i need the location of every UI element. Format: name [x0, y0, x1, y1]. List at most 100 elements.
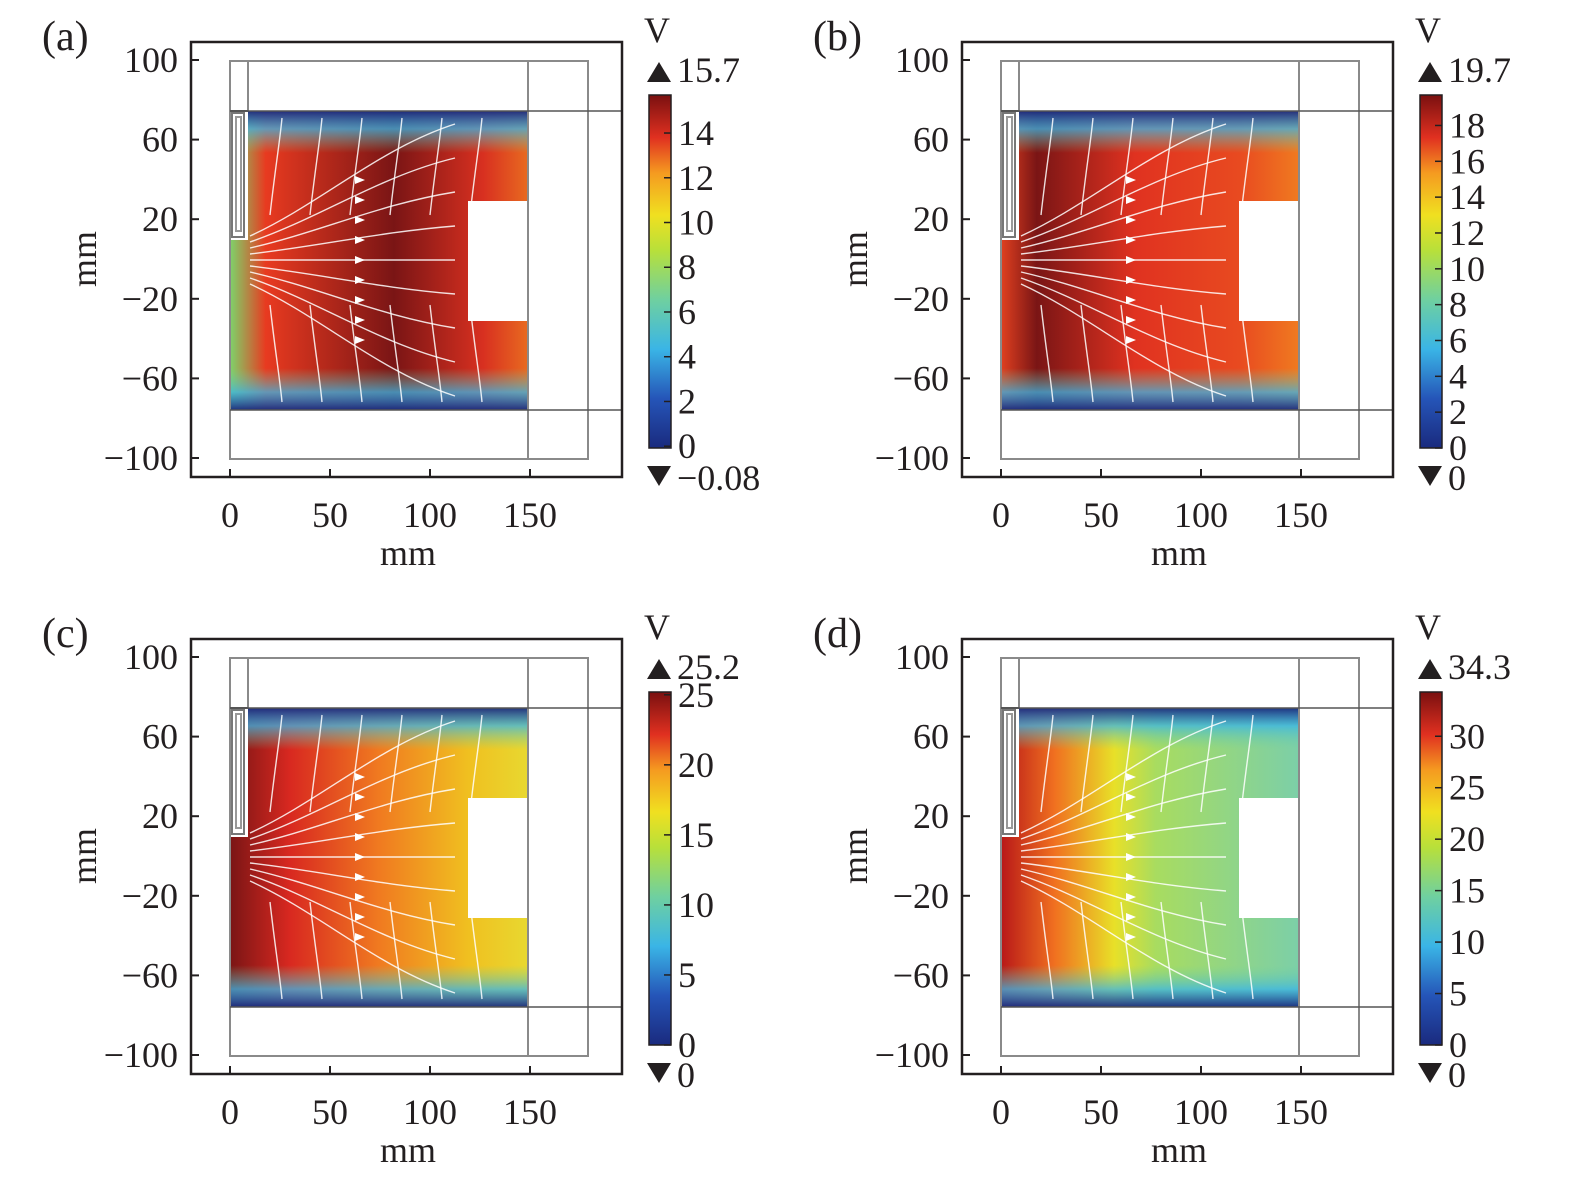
streamline-arrow [355, 336, 365, 344]
streamline [249, 225, 456, 255]
colorbar-min-marker [1418, 466, 1442, 486]
streamline [309, 714, 323, 813]
plot-frame [960, 637, 1395, 1076]
streamline [469, 714, 483, 813]
colorbar-tick-label: 2 [678, 381, 696, 421]
streamline [249, 123, 456, 237]
streamline [1020, 874, 1227, 960]
streamline [1080, 117, 1094, 216]
colorbar-tick-label: 14 [1449, 177, 1485, 217]
streamline-arrow [355, 873, 365, 881]
streamline [1080, 714, 1094, 813]
streamline-arrow [1126, 176, 1136, 184]
colorbar-max-label: 19.7 [1448, 50, 1511, 90]
colorbar [648, 691, 672, 1046]
colorbar-tick-label: 6 [678, 292, 696, 332]
x-axis-label: mm [380, 533, 436, 573]
colorbar-tick-label: 20 [678, 745, 714, 785]
colorbar [648, 94, 672, 449]
panel-b: (b)0 50 100 1501006020−20−60−100mmmmV19.700… [813, 10, 1511, 573]
y-tick-label: −60 [893, 955, 949, 995]
x-tick-label: 0 [992, 1092, 1010, 1132]
streamline-arrow [1126, 913, 1136, 921]
x-tick-label: 150 [503, 495, 557, 535]
colorbar-tick-label: 0 [678, 1025, 696, 1065]
colorbar-tick-label: 4 [678, 337, 696, 377]
streamline [269, 714, 283, 813]
streamline-arrow [355, 256, 365, 264]
streamline [429, 901, 443, 1000]
streamline [1160, 901, 1174, 1000]
x-tick-label: 0 [992, 495, 1010, 535]
streamline [249, 283, 456, 397]
panel-label: (d) [813, 611, 862, 657]
colorbar-tick-label: 18 [1449, 105, 1485, 145]
streamlines [1020, 117, 1254, 403]
colorbar [1419, 691, 1443, 1046]
streamline [309, 304, 323, 403]
colorbar-tick-label: 8 [678, 247, 696, 287]
colorbar-tick-label: 25 [1449, 768, 1485, 808]
colorbar-min-label: 0 [1448, 1055, 1466, 1095]
streamline-arrow [1126, 773, 1136, 781]
colorbar-tick-label: 5 [678, 955, 696, 995]
colorbar-unit: V [644, 607, 670, 647]
streamline [1020, 191, 1227, 249]
streamline-arrow [355, 176, 365, 184]
streamline [309, 901, 323, 1000]
streamline [1040, 714, 1054, 813]
y-tick-label: −60 [122, 955, 178, 995]
y-tick-label: −100 [875, 438, 949, 478]
panel-c: (c)0 50 100 1501006020−20−60−100mmmmV25.200… [42, 607, 740, 1170]
streamline [269, 304, 283, 403]
streamline-arrow [1126, 873, 1136, 881]
x-tick-label: 150 [503, 1092, 557, 1132]
streamline [1040, 304, 1054, 403]
streamline-arrow [1126, 276, 1136, 284]
streamline [249, 271, 456, 329]
y-tick-label: −100 [875, 1035, 949, 1075]
streamline [1020, 277, 1227, 363]
y-tick-label: 100 [124, 637, 178, 677]
streamline [349, 117, 363, 216]
y-tick-label: 60 [913, 120, 949, 160]
streamline-arrow [1126, 216, 1136, 224]
colorbar-tick-label: 0 [1449, 1025, 1467, 1065]
colorbar-min-marker [647, 1063, 671, 1083]
streamline [349, 304, 363, 403]
streamline [1020, 880, 1227, 994]
streamline [1020, 868, 1227, 926]
colorbar-max-marker [647, 62, 671, 82]
y-tick-label: −100 [104, 438, 178, 478]
y-axis-label: mm [835, 231, 875, 287]
streamline [1020, 862, 1227, 892]
x-tick-label: 100 [403, 1092, 457, 1132]
colorbar-tick-label: 10 [678, 885, 714, 925]
streamline [469, 117, 483, 216]
streamline [1120, 304, 1134, 403]
streamline [1020, 822, 1227, 852]
streamline [1120, 901, 1134, 1000]
x-tick-label: 100 [1174, 1092, 1228, 1132]
streamline [1020, 123, 1227, 237]
colorbar-tick-label: 12 [1449, 213, 1485, 253]
colorbar-max-marker [647, 659, 671, 679]
y-tick-label: −20 [893, 876, 949, 916]
streamline-arrow [1126, 196, 1136, 204]
streamline [269, 901, 283, 1000]
y-tick-label: −60 [893, 358, 949, 398]
colorbar-unit: V [1415, 10, 1441, 50]
streamline [1020, 283, 1227, 397]
y-tick-label: 20 [142, 796, 178, 836]
colorbar-unit: V [1415, 607, 1441, 647]
streamline [1200, 304, 1214, 403]
y-tick-label: 60 [142, 120, 178, 160]
streamlines [249, 117, 483, 403]
colorbar-tick-label: 2 [1449, 392, 1467, 432]
colorbar-max-marker [1418, 659, 1442, 679]
streamline [269, 117, 283, 216]
streamline-arrow [355, 793, 365, 801]
streamline-arrow [355, 773, 365, 781]
colorbar-tick-label: 10 [678, 203, 714, 243]
x-axis-label: mm [380, 1130, 436, 1170]
